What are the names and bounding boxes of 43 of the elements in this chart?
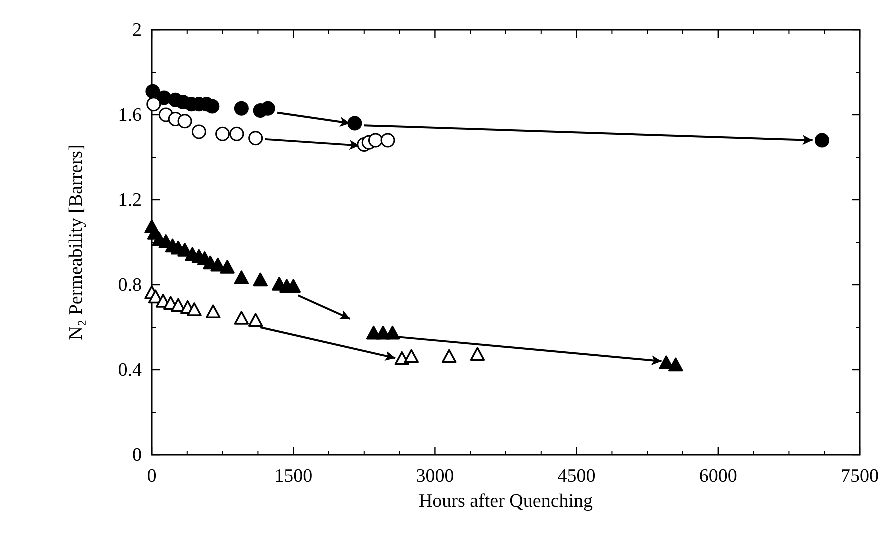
- point: [668, 358, 684, 372]
- point: [404, 349, 419, 364]
- point: [394, 351, 410, 366]
- point: [230, 126, 244, 142]
- x-axis-title: Hours after Quenching: [418, 491, 594, 512]
- point: [385, 326, 400, 340]
- point: [248, 313, 264, 328]
- y-tick-label: 0: [132, 445, 142, 466]
- x-tick-label: 6000: [699, 466, 738, 487]
- point: [146, 84, 160, 99]
- point: [659, 356, 674, 370]
- point: [442, 349, 457, 364]
- x-tick-label: 7500: [841, 466, 879, 487]
- point: [216, 126, 230, 142]
- x-tick-label: 4500: [558, 466, 596, 487]
- point: [192, 124, 206, 140]
- point: [234, 311, 250, 325]
- y-tick-label: 1.6: [118, 105, 142, 126]
- point: [253, 272, 268, 287]
- point: [260, 101, 276, 116]
- point: [146, 97, 162, 112]
- x-tick-label: 0: [147, 466, 157, 487]
- y-axis-title: N₂ Permeability [Barrers]: [66, 144, 87, 340]
- point: [210, 258, 226, 272]
- point: [814, 133, 830, 148]
- point: [470, 347, 486, 362]
- point: [178, 114, 192, 129]
- y-tick-label: 0.4: [118, 360, 142, 381]
- x-tick-label: 3000: [416, 466, 454, 487]
- x-tick-label: 1500: [274, 466, 313, 487]
- point: [234, 270, 250, 285]
- point: [248, 131, 264, 146]
- y-tick-label: 0.8: [118, 275, 142, 296]
- point: [380, 133, 396, 148]
- point: [220, 260, 235, 274]
- y-tick-label: 2: [132, 20, 142, 41]
- y-tick-label: 1.2: [118, 190, 142, 211]
- point: [234, 101, 249, 116]
- point: [368, 133, 383, 148]
- point: [205, 99, 220, 114]
- point: [348, 116, 362, 131]
- point: [206, 304, 221, 319]
- point: [187, 302, 202, 316]
